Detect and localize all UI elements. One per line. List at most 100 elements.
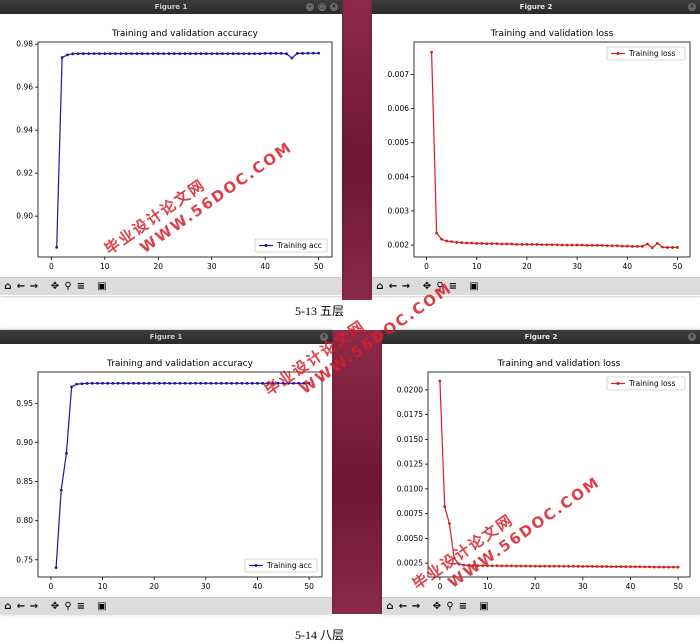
data-point xyxy=(95,381,99,385)
y-tick-label: 0.95 xyxy=(16,399,33,408)
window-titlebar[interactable]: Figure 2 × xyxy=(382,330,700,344)
save-icon[interactable]: ▣ xyxy=(97,281,107,292)
data-point xyxy=(519,564,523,568)
accuracy-plot: Training and validation accuracy 0 10 20 30 4… xyxy=(16,29,333,271)
pan-icon[interactable]: ✥ xyxy=(422,281,432,292)
data-point xyxy=(605,565,609,568)
back-arrow-icon[interactable]: ← xyxy=(388,281,398,292)
figure-window-3[interactable]: Figure 1 × Training and validation accur… xyxy=(0,330,332,614)
data-point xyxy=(443,505,447,509)
data-point xyxy=(581,565,585,568)
forward-arrow-icon[interactable]: → xyxy=(411,601,421,612)
window-titlebar[interactable]: Figure 2 × xyxy=(372,0,700,14)
chart-title: Training and validation loss xyxy=(497,359,621,369)
data-point xyxy=(655,241,659,245)
data-point xyxy=(538,564,542,568)
zoom-icon[interactable]: ⚲ xyxy=(446,601,454,612)
x-tick-label: 40 xyxy=(626,582,636,591)
figure-window-1[interactable]: Figure 1 – □ × Training and validation a… xyxy=(0,0,342,296)
forward-arrow-icon[interactable]: → xyxy=(29,601,39,612)
data-point xyxy=(465,241,469,245)
data-point xyxy=(98,52,101,56)
data-point xyxy=(452,556,456,560)
window-titlebar[interactable]: Figure 1 – □ × xyxy=(0,0,342,14)
configure-subplots-icon[interactable]: ≡ xyxy=(76,601,86,612)
close-button[interactable]: × xyxy=(330,3,338,11)
configure-subplots-icon[interactable]: ≡ xyxy=(76,281,86,292)
legend: Training acc xyxy=(244,558,318,573)
home-icon[interactable]: ⌂ xyxy=(376,281,384,292)
x-tick-label: 30 xyxy=(201,582,211,591)
save-icon[interactable]: ▣ xyxy=(97,601,107,612)
configure-subplots-icon[interactable]: ≡ xyxy=(448,281,458,292)
back-arrow-icon[interactable]: ← xyxy=(16,601,26,612)
legend: Training loss xyxy=(606,376,686,391)
data-point xyxy=(297,381,301,385)
home-icon[interactable]: ⌂ xyxy=(4,601,12,612)
zoom-icon[interactable]: ⚲ xyxy=(64,281,72,292)
pan-icon[interactable]: ✥ xyxy=(50,281,60,292)
data-point xyxy=(567,564,570,568)
data-point xyxy=(524,564,528,568)
figure-window-2[interactable]: Figure 2 × Training and validation loss 0… xyxy=(372,0,700,296)
home-icon[interactable]: ⌂ xyxy=(4,281,12,292)
zoom-icon[interactable]: ⚲ xyxy=(436,281,444,292)
configure-subplots-icon[interactable]: ≡ xyxy=(458,601,468,612)
data-point xyxy=(106,381,110,385)
y-tick-label: 0.98 xyxy=(16,40,33,49)
forward-arrow-icon[interactable]: → xyxy=(29,281,39,292)
y-tick-label: 0.0150 xyxy=(397,435,423,444)
back-arrow-icon[interactable]: ← xyxy=(398,601,408,612)
home-icon[interactable]: ⌂ xyxy=(386,601,394,612)
data-point xyxy=(140,52,144,56)
save-icon[interactable]: ▣ xyxy=(479,601,489,612)
data-point xyxy=(66,53,69,57)
data-point xyxy=(204,381,208,385)
data-point xyxy=(450,240,454,244)
pan-icon[interactable]: ✥ xyxy=(50,601,60,612)
pan-icon[interactable]: ✥ xyxy=(432,601,442,612)
data-point xyxy=(247,52,251,56)
x-tick-label: 0 xyxy=(49,262,54,271)
data-point xyxy=(548,564,551,568)
minimize-button[interactable]: – xyxy=(306,3,314,11)
forward-arrow-icon[interactable]: → xyxy=(401,281,411,292)
data-point xyxy=(635,245,639,248)
data-point xyxy=(60,56,64,59)
data-point xyxy=(156,52,160,56)
back-arrow-icon[interactable]: ← xyxy=(16,281,26,292)
zoom-icon[interactable]: ⚲ xyxy=(64,601,72,612)
data-point xyxy=(209,381,213,385)
figure-window-4[interactable]: Figure 2 × Training and validation loss 0… xyxy=(382,330,700,614)
data-point xyxy=(481,564,485,568)
data-point xyxy=(256,381,259,385)
legend-marker xyxy=(616,382,620,385)
data-point xyxy=(210,52,214,56)
data-point xyxy=(194,381,197,385)
data-point xyxy=(183,52,187,56)
data-point xyxy=(261,381,265,385)
maximize-button[interactable]: □ xyxy=(318,3,326,11)
close-button[interactable]: × xyxy=(688,333,696,341)
close-button[interactable]: × xyxy=(688,3,696,11)
window-titlebar[interactable]: Figure 1 × xyxy=(0,330,332,344)
data-point xyxy=(586,565,589,568)
data-point xyxy=(292,381,295,385)
legend: Training acc xyxy=(254,238,328,253)
y-tick-label: 0.0175 xyxy=(397,410,423,419)
plot-frame xyxy=(37,371,323,578)
close-button[interactable]: × xyxy=(320,333,328,341)
y-tick-label: 0.003 xyxy=(388,206,410,215)
save-icon[interactable]: ▣ xyxy=(469,281,479,292)
data-point xyxy=(274,51,278,55)
data-point xyxy=(214,381,218,385)
data-point xyxy=(470,241,474,245)
y-tick-label: 0.0075 xyxy=(397,509,423,518)
data-point xyxy=(114,52,117,56)
data-point xyxy=(281,381,285,385)
data-point xyxy=(540,243,544,247)
data-point xyxy=(135,52,139,56)
data-point xyxy=(307,381,311,385)
data-point xyxy=(624,565,628,569)
data-point xyxy=(147,381,151,385)
